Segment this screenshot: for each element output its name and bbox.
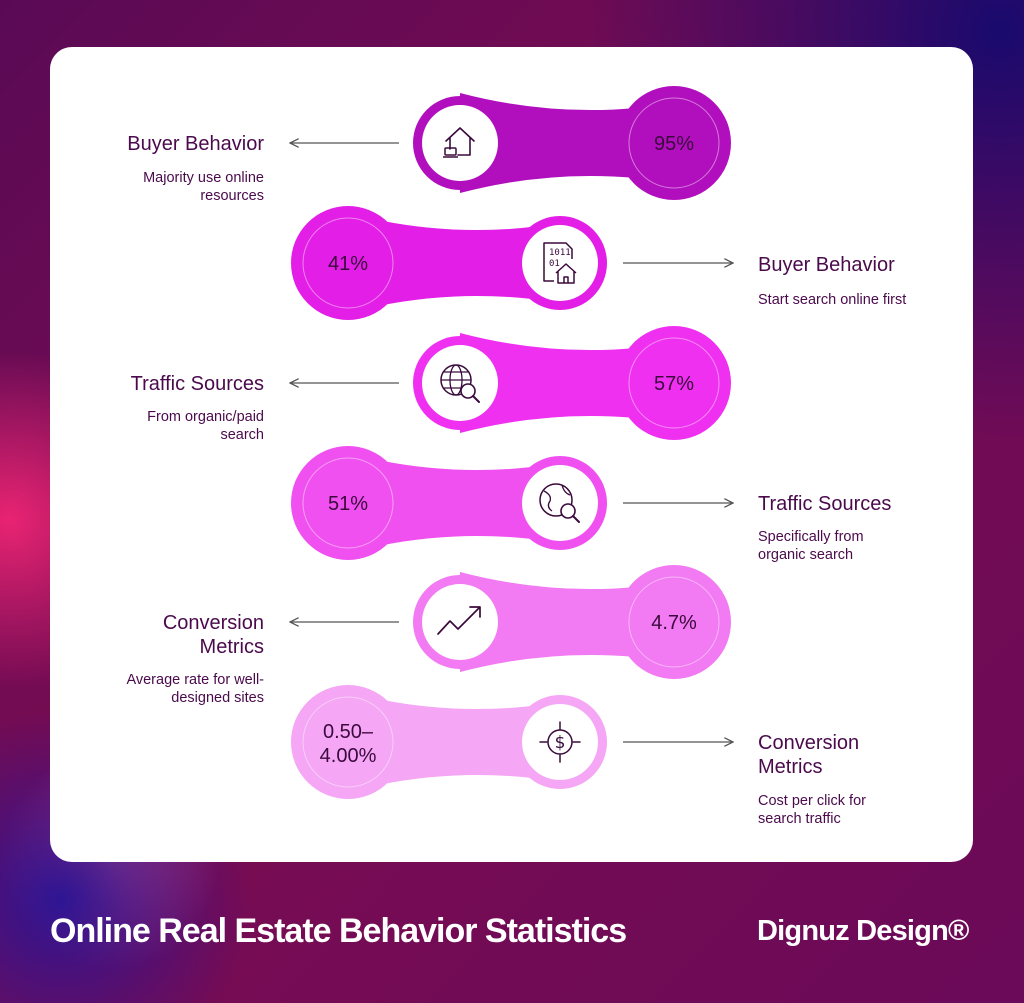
value-circle (291, 446, 405, 560)
row-4-title: Traffic Sources (758, 493, 892, 515)
row-6-description: Cost per click for search traffic (758, 793, 866, 827)
value-inner-ring (302, 457, 394, 549)
value-inner-ring (628, 337, 720, 429)
row-4-description: Specifically from organic search (758, 529, 864, 563)
dollar-target-icon: $ (539, 721, 581, 763)
value-text: 0.50– (323, 721, 374, 743)
row-5-title: Conversion Metrics (162, 612, 264, 658)
icon-circle (422, 584, 498, 660)
dumbbell-neck (460, 333, 674, 433)
value-text: 57% (654, 373, 694, 395)
dumbbell-row-1: 95% (290, 86, 731, 200)
row-1-description: Majority use online resources (143, 170, 264, 204)
row-1-title: Buyer Behavior (127, 133, 264, 155)
dumbbell-row-5: 4.7% (290, 565, 731, 679)
value-inner-ring (302, 217, 394, 309)
dumbbell-row-4: 51% (291, 446, 733, 560)
value-text: 41% (328, 253, 368, 275)
dumbbell-row-6: 0.50–4.00% $ (291, 685, 733, 799)
dumbbell-neck (460, 93, 674, 193)
dumbbell-neck (348, 453, 560, 553)
icon-circle (422, 345, 498, 421)
row-2-title: Buyer Behavior (758, 254, 895, 276)
row-2-description: Start search online first (758, 292, 907, 308)
value-inner-ring (628, 576, 720, 668)
icon-circle (522, 225, 598, 301)
value-text: 4.00% (320, 745, 377, 767)
row-3-description: From organic/paid search (147, 409, 264, 443)
footer-title: Online Real Estate Behavior Statistics (50, 912, 627, 950)
house-laptop-icon (443, 127, 475, 158)
dumbbell-neck (348, 692, 560, 792)
globe-search-icon (440, 364, 480, 403)
row-5-description: Average rate for well-designed sites (126, 672, 264, 706)
svg-text:1011: 1011 (549, 248, 571, 258)
globe-magnify-icon (539, 483, 580, 523)
row-6-title: Conversion Metrics (758, 732, 860, 778)
icon-circle (522, 704, 598, 780)
dumbbell-row-3: 57% (290, 326, 731, 440)
dumbbell-neck (348, 213, 560, 313)
icon-circle (422, 105, 498, 181)
value-circle (291, 206, 405, 320)
icon-circle (522, 465, 598, 541)
value-circle (291, 685, 405, 799)
dumbbell-neck (460, 572, 674, 672)
value-text: 51% (328, 493, 368, 515)
value-text: 95% (654, 133, 694, 155)
trend-up-icon (437, 606, 481, 635)
value-circle (617, 86, 731, 200)
row-3-title: Traffic Sources (130, 373, 264, 395)
value-circle (617, 326, 731, 440)
value-inner-ring (628, 97, 720, 189)
footer-brand: Dignuz Design® (757, 915, 969, 947)
svg-text:01: 01 (549, 259, 560, 269)
value-text: 4.7% (651, 612, 697, 634)
svg-text:$: $ (555, 733, 566, 753)
value-inner-ring (302, 696, 394, 788)
value-circle (617, 565, 731, 679)
